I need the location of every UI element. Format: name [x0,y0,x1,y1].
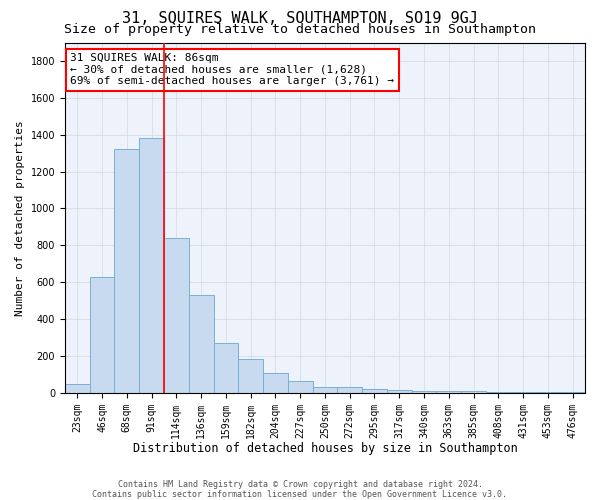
Bar [560,392,585,393]
Bar [89,276,115,393]
Bar [337,388,362,393]
Bar [115,150,139,393]
Bar [436,391,461,393]
Bar [189,295,214,393]
Bar [238,358,263,393]
Bar [535,392,560,393]
Bar [313,388,337,393]
Text: Contains HM Land Registry data © Crown copyright and database right 2024.
Contai: Contains HM Land Registry data © Crown c… [92,480,508,499]
Bar [214,343,238,393]
Bar [139,138,164,393]
Text: 31 SQUIRES WALK: 86sqm
← 30% of detached houses are smaller (1,628)
69% of semi-: 31 SQUIRES WALK: 86sqm ← 30% of detached… [70,53,394,86]
Bar [362,389,387,393]
Bar [461,391,486,393]
Y-axis label: Number of detached properties: Number of detached properties [15,120,25,316]
Bar [288,381,313,393]
X-axis label: Distribution of detached houses by size in Southampton: Distribution of detached houses by size … [133,442,517,455]
Text: 31, SQUIRES WALK, SOUTHAMPTON, SO19 9GJ: 31, SQUIRES WALK, SOUTHAMPTON, SO19 9GJ [122,11,478,26]
Bar [263,374,288,393]
Text: Size of property relative to detached houses in Southampton: Size of property relative to detached ho… [64,22,536,36]
Bar [65,384,89,393]
Bar [412,391,436,393]
Bar [387,390,412,393]
Bar [486,392,511,393]
Bar [164,238,189,393]
Bar [511,392,535,393]
